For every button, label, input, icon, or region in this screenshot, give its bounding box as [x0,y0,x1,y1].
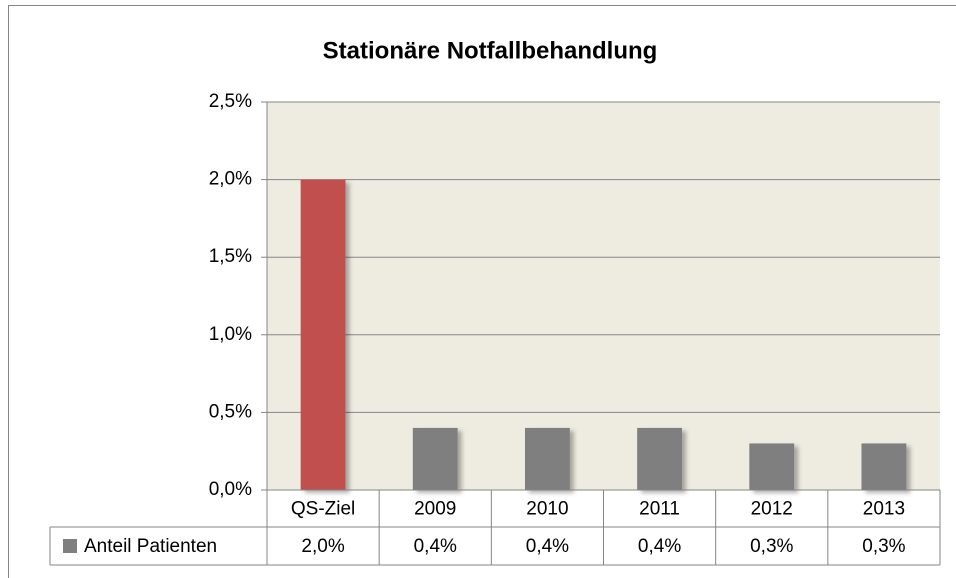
bar [861,443,907,490]
bar [524,427,570,490]
x-tick-label: 2012 [751,499,793,520]
x-tick-label: 2013 [863,499,905,520]
legend-swatch [63,539,77,553]
y-tick-label: 2,0% [209,169,252,190]
data-label: 2,0% [301,536,344,557]
bar [749,443,795,490]
y-tick-label: 0,0% [209,479,252,500]
data-label: 0,4% [526,536,569,557]
data-label: 0,4% [638,536,681,557]
x-tick-label: 2011 [639,499,680,520]
y-tick-label: 2,5% [209,91,252,112]
x-tick-label: 2009 [414,499,456,520]
x-tick-label: 2010 [526,499,568,520]
y-tick-label: 0,5% [209,401,252,422]
chart-title: Stationäre Notfallbehandlung [323,37,658,64]
bar [300,179,346,490]
bar [412,427,458,490]
legend-label: Anteil Patienten [84,536,217,557]
x-tick-label: QS-Ziel [291,499,355,520]
data-label: 0,3% [862,536,905,557]
data-label: 0,3% [750,536,793,557]
bar [637,427,683,490]
y-tick-label: 1,0% [209,324,252,345]
data-label: 0,4% [414,536,457,557]
y-tick-label: 1,5% [209,246,252,267]
plot-area [267,102,940,490]
